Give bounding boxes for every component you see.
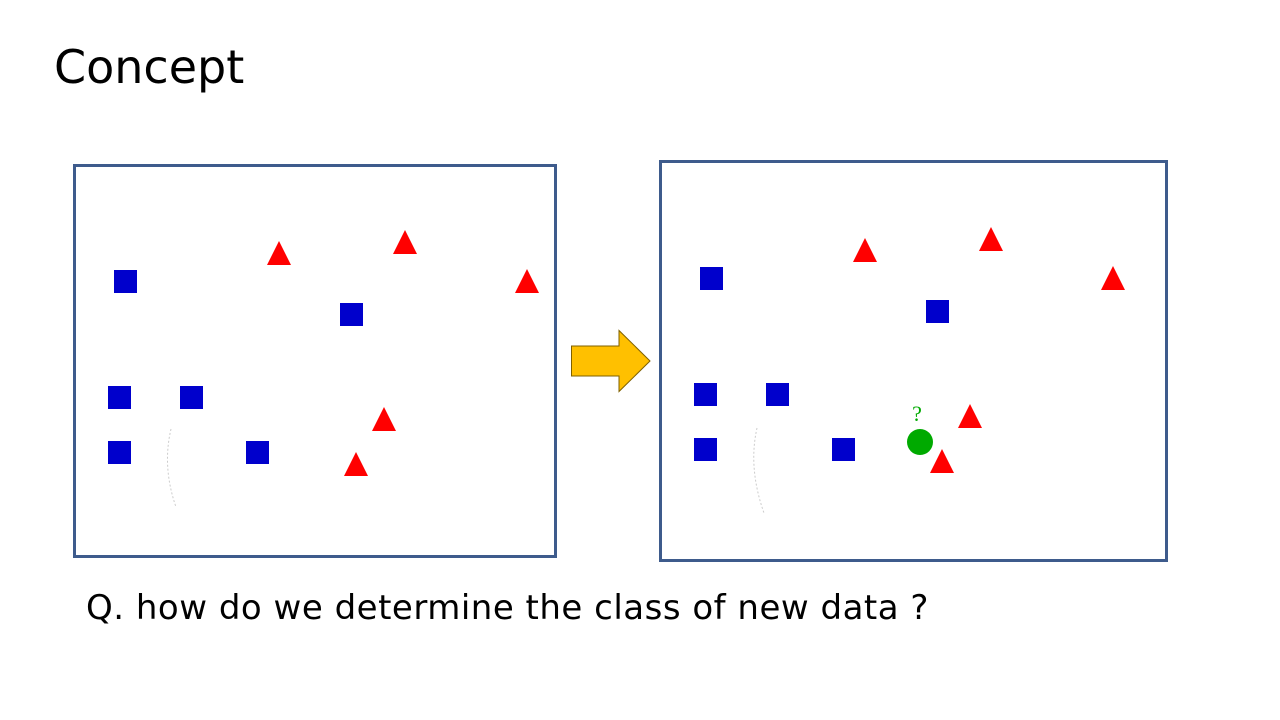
triangle-point [958,404,982,428]
square-point [340,303,363,326]
square-point [180,386,203,409]
question-text: Q. how do we determine the class of new … [86,588,929,628]
triangle-point [1101,266,1125,290]
triangle-point [344,452,368,476]
triangle-point [393,230,417,254]
panel-after-plot: ? [694,227,1125,514]
square-point [694,438,717,461]
triangle-point [267,241,291,265]
square-point [108,441,131,464]
panel-before [73,164,557,558]
new-data-point [907,429,933,455]
triangle-point [853,238,877,262]
square-point [246,441,269,464]
triangle-point [979,227,1003,251]
faint-arc [167,428,177,508]
triangle-point [372,407,396,431]
square-point [926,300,949,323]
square-point [108,386,131,409]
slide-title: Concept [54,40,245,94]
square-point [114,270,137,293]
square-point [694,383,717,406]
new-data-point-label: ? [912,401,922,426]
square-point [766,383,789,406]
faint-arc [753,427,765,514]
panel-before-plot [108,230,539,508]
right-arrow-icon [571,329,651,393]
square-point [832,438,855,461]
triangle-point [930,449,954,473]
triangle-point [515,269,539,293]
square-point [700,267,723,290]
panel-after: ? [659,160,1168,562]
